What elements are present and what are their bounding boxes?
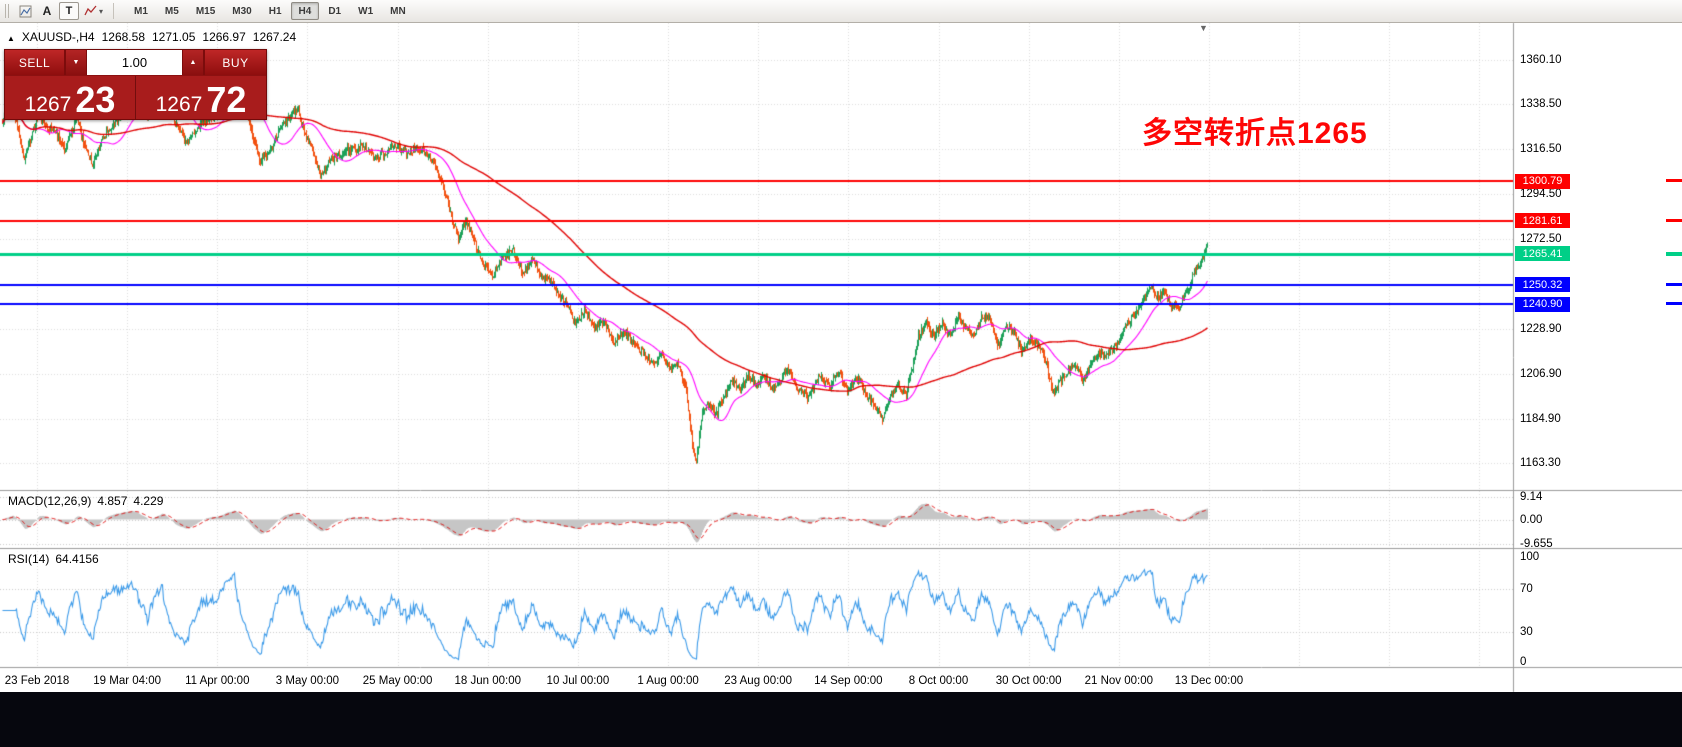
macd-axis-label: 9.14 <box>1520 491 1543 503</box>
trade-panel-controls: SELL ▼ ▲ BUY <box>5 50 266 76</box>
y-axis-label: 1338.50 <box>1520 98 1562 111</box>
price-level-tag: 1250.32 <box>1515 277 1570 293</box>
price-level-tag: 1281.61 <box>1515 213 1570 229</box>
y-axis-label: 1294.50 <box>1520 188 1562 201</box>
chart-text-annotation[interactable]: 多空转折点1265 <box>1142 117 1368 150</box>
chart-title: ▲ XAUUSD-,H4 1268.58 1271.05 1266.97 126… <box>7 30 296 44</box>
text-tool-button[interactable]: A <box>42 4 52 18</box>
timeframe-button-m15[interactable]: M15 <box>195 5 216 17</box>
volume-input[interactable] <box>87 50 182 75</box>
level-edge-marker <box>1666 282 1682 286</box>
x-axis-label: 14 Sep 00:00 <box>814 675 883 687</box>
rsi-axis-label: 100 <box>1520 551 1540 563</box>
toolbar-separator <box>113 3 115 19</box>
x-axis-label: 21 Nov 00:00 <box>1084 675 1154 687</box>
chart-marker-icon: ▲ <box>7 34 15 43</box>
buy-price-pips: 72 <box>206 79 247 121</box>
low-value: 1266.97 <box>202 30 246 44</box>
text-label-tool-button[interactable]: T <box>59 2 79 20</box>
x-axis-label: 1 Aug 00:00 <box>637 675 699 687</box>
buy-price-main: 1267 <box>155 93 203 116</box>
rsi-axis-label: 70 <box>1520 583 1533 595</box>
x-axis-label: 8 Oct 00:00 <box>908 675 969 687</box>
chart-shift-marker-icon[interactable]: ▼ <box>1199 23 1208 33</box>
x-axis-label: 3 May 00:00 <box>275 675 340 687</box>
macd-name: MACD(12,26,9) <box>8 494 92 508</box>
top-toolbar: A T ▾ M1 M5 M15 M30 H1 H4 D1 W1 MN <box>0 0 1682 23</box>
timeframe-button-m5[interactable]: M5 <box>164 5 179 17</box>
timeframe-button-h1[interactable]: H1 <box>268 5 282 17</box>
x-axis-label: 13 Dec 00:00 <box>1174 675 1244 687</box>
close-value: 1267.24 <box>252 30 297 44</box>
x-axis-label: 30 Oct 00:00 <box>995 675 1062 687</box>
draw-tool-button[interactable]: ▾ <box>81 2 106 20</box>
x-axis-label: 23 Feb 2018 <box>4 675 70 687</box>
x-axis-label: 10 Jul 00:00 <box>546 675 610 687</box>
timeframe-toolbar: M1 M5 M15 M30 H1 H4 D1 W1 MN <box>126 2 414 20</box>
volume-increase-button[interactable]: ▲ <box>182 50 204 75</box>
sell-price-main: 1267 <box>24 93 72 116</box>
symbol-period-label: XAUUSD-,H4 <box>21 30 95 44</box>
bottom-dark-bar <box>0 692 1682 747</box>
timeframe-button-w1[interactable]: W1 <box>358 5 374 17</box>
high-value: 1271.05 <box>152 30 196 44</box>
one-click-trading-panel: SELL ▼ ▲ BUY 1267 23 1267 72 <box>4 49 267 120</box>
buy-button[interactable]: BUY <box>204 50 266 75</box>
macd-axis-label: -9.655 <box>1520 538 1553 550</box>
open-value: 1268.58 <box>101 30 145 44</box>
price-level-tag: 1300.79 <box>1515 173 1570 189</box>
sell-button[interactable]: SELL <box>5 50 65 75</box>
timeframe-button-h4[interactable]: H4 <box>290 2 320 20</box>
y-axis-label: 1184.90 <box>1520 412 1561 425</box>
sell-price-button[interactable]: 1267 23 <box>5 76 136 119</box>
trade-panel-prices: 1267 23 1267 72 <box>5 76 266 119</box>
x-axis-label: 25 May 00:00 <box>362 675 433 687</box>
y-axis-label: 1228.90 <box>1520 322 1562 335</box>
caret-up-icon: ▲ <box>189 59 197 66</box>
macd-value-signal: 4.229 <box>133 494 164 508</box>
macd-value-main: 4.857 <box>97 494 128 508</box>
y-axis-label: 1272.50 <box>1520 233 1562 246</box>
macd-label: MACD(12,26,9) 4.857 4.229 <box>8 494 163 508</box>
rsi-axis-label: 0 <box>1520 656 1527 668</box>
timeframe-button-mn[interactable]: MN <box>390 5 406 17</box>
timeframe-button-m30[interactable]: M30 <box>232 5 252 17</box>
toolbar-grip-handle[interactable] <box>5 4 9 18</box>
timeframe-button-m1[interactable]: M1 <box>134 5 148 17</box>
y-axis-label: 1206.90 <box>1520 367 1562 380</box>
caret-down-icon: ▾ <box>99 6 104 16</box>
y-axis-label: 1163.30 <box>1520 456 1561 469</box>
sell-price-pips: 23 <box>75 79 116 121</box>
price-level-tag: 1265.41 <box>1515 246 1570 262</box>
y-axis-label: 1316.50 <box>1520 143 1562 156</box>
x-axis-label: 19 Mar 04:00 <box>93 675 162 687</box>
level-edge-marker <box>1666 179 1682 183</box>
volume-decrease-button[interactable]: ▼ <box>65 50 87 75</box>
rsi-value: 64.4156 <box>55 552 99 566</box>
zigzag-icon <box>84 5 97 16</box>
x-axis-label: 11 Apr 00:00 <box>185 675 250 687</box>
level-edge-marker <box>1666 302 1682 306</box>
y-axis-label: 1360.10 <box>1520 54 1562 66</box>
price-level-tag: 1240.90 <box>1515 296 1570 312</box>
level-edge-marker <box>1666 251 1682 256</box>
rsi-axis-label: 30 <box>1520 626 1533 638</box>
macd-axis-label: 0.00 <box>1520 513 1543 526</box>
rsi-name: RSI(14) <box>8 552 50 566</box>
caret-down-icon: ▼ <box>72 59 80 66</box>
buy-price-button[interactable]: 1267 72 <box>136 76 266 119</box>
polyline-chart-icon <box>19 5 31 17</box>
x-axis-label: 18 Jun 00:00 <box>454 675 522 687</box>
timeframe-button-d1[interactable]: D1 <box>328 5 342 17</box>
level-edge-marker <box>1666 218 1682 222</box>
x-axis-label: 23 Aug 00:00 <box>724 675 793 687</box>
chart-tool-button[interactable] <box>15 2 35 20</box>
rsi-label: RSI(14) 64.4156 <box>8 552 99 566</box>
